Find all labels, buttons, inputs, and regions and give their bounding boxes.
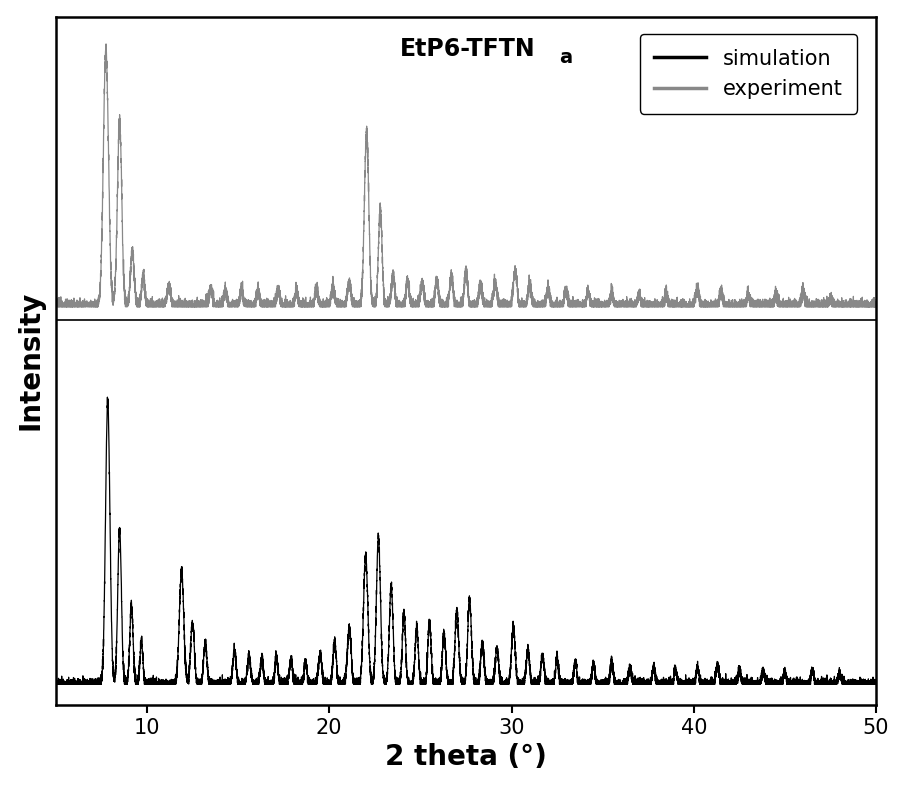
experiment [860,302,871,311]
experiment [101,39,111,49]
Text: EtP6-TFTN: EtP6-TFTN [400,37,536,61]
experiment [871,295,882,304]
experiment [869,302,880,311]
simulation [860,679,871,689]
experiment [419,289,430,299]
experiment [763,302,774,311]
Line: simulation: simulation [56,397,876,684]
simulation [102,392,113,402]
simulation [51,679,62,689]
simulation [573,679,584,689]
simulation [786,679,797,689]
Line: experiment: experiment [56,44,876,307]
simulation [419,679,430,689]
Text: a: a [559,47,573,67]
simulation [869,678,880,687]
Legend: simulation, experiment: simulation, experiment [640,34,857,113]
experiment [51,297,62,307]
experiment [786,302,797,311]
experiment [51,302,62,311]
Y-axis label: Intensity: Intensity [16,291,44,430]
experiment [573,302,584,311]
X-axis label: 2 theta (°): 2 theta (°) [385,743,547,771]
simulation [871,679,882,689]
simulation [763,678,774,688]
simulation [51,678,62,688]
